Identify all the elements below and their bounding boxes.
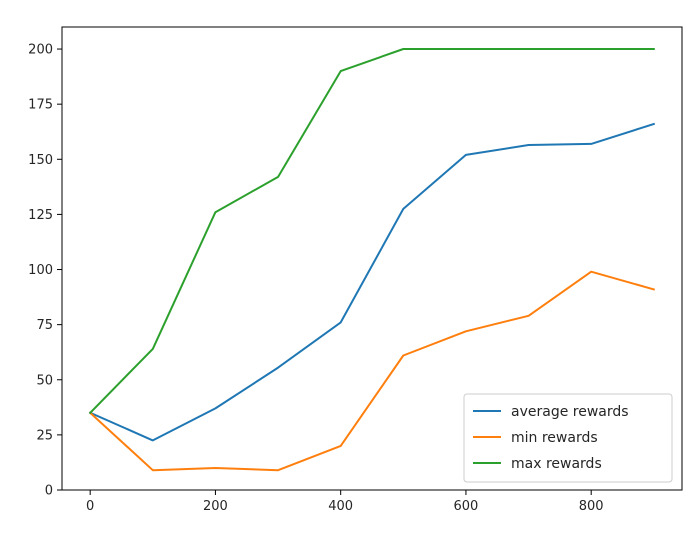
series-line-2 <box>88 48 655 415</box>
plot-frame <box>61 26 683 491</box>
y-tick-label: 0 <box>45 484 53 499</box>
y-tick-label: 175 <box>28 98 53 113</box>
y-tick-label: 75 <box>36 318 53 333</box>
legend-box <box>463 393 673 483</box>
series-layer <box>88 48 656 472</box>
series-line-1 <box>88 270 656 472</box>
legend-label-1: min rewards <box>511 430 598 446</box>
y-tick-label: 50 <box>36 373 53 388</box>
x-tick-label: 200 <box>203 499 228 514</box>
x-tick-label: 600 <box>454 499 479 514</box>
x-tick-label: 800 <box>579 499 604 514</box>
x-axis: 0 200 400 600 800 <box>86 490 604 514</box>
y-tick-label: 150 <box>28 153 53 168</box>
legend-label-0: average rewards <box>511 404 629 420</box>
y-tick-label: 25 <box>36 428 53 443</box>
series-line-0 <box>88 122 656 442</box>
y-tick-label: 125 <box>28 208 53 223</box>
x-tick-label: 0 <box>86 499 94 514</box>
legend-label-2: max rewards <box>511 456 602 472</box>
y-tick-label: 200 <box>28 43 53 58</box>
y-tick-label: 100 <box>28 263 53 278</box>
legend: average rewards min rewards max rewards <box>463 393 673 483</box>
x-tick-label: 400 <box>328 499 353 514</box>
y-axis: 0 25 50 75 100 125 150 175 200 <box>28 43 62 499</box>
